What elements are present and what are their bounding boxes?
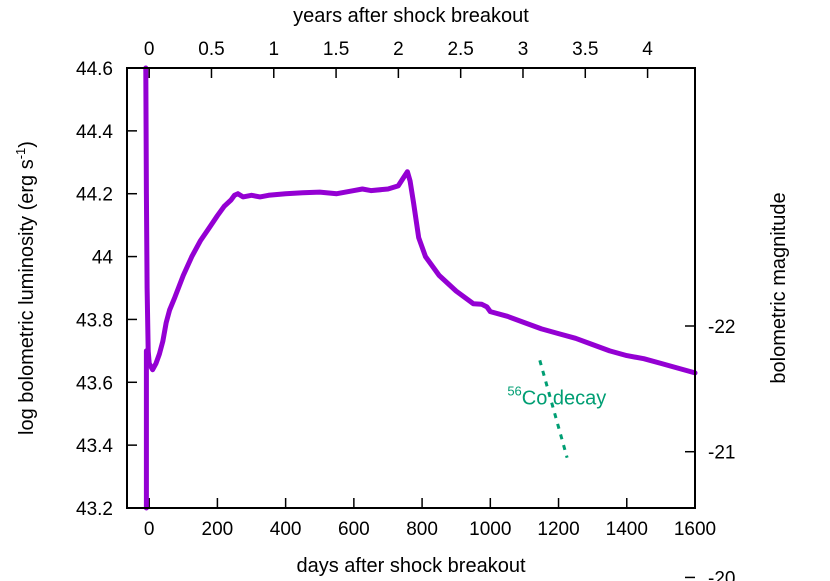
x-tick-label: 600 bbox=[338, 519, 370, 540]
y-tick-label: 43.2 bbox=[76, 499, 113, 520]
x2-tick-label: 4 bbox=[642, 39, 653, 60]
x2-tick-label: 2 bbox=[393, 39, 404, 60]
series-lines bbox=[143, 65, 698, 511]
y2-tick-label: -20 bbox=[708, 568, 735, 581]
x2-tick-label: 3 bbox=[518, 39, 529, 60]
x-axis-title: days after shock breakout bbox=[296, 555, 525, 577]
y-tick-label: 43.6 bbox=[76, 373, 113, 394]
y-axis-title-close: ) bbox=[16, 141, 38, 148]
x2-tick-label: 3.5 bbox=[572, 39, 598, 60]
y2-axis-title: bolometric magnitude bbox=[768, 192, 790, 383]
x-tick-label: 0 bbox=[144, 519, 155, 540]
x-tick-label: 1600 bbox=[674, 519, 716, 540]
y-tick-label: 44.2 bbox=[76, 185, 113, 206]
x-tick-label: 200 bbox=[202, 519, 234, 540]
x2-tick-label: 1 bbox=[268, 39, 279, 60]
y-tick-label: 44.4 bbox=[76, 122, 113, 143]
co-decay-label-text: Co decay bbox=[522, 387, 607, 409]
tick-marks bbox=[127, 67, 696, 579]
tick-labels: 0 200 400 600 800 1000 1200 1400 1600 0 0.5 1 1.5 2 2.… bbox=[76, 39, 735, 581]
x-tick-label: 1000 bbox=[469, 519, 511, 540]
y-tick-label: 44 bbox=[92, 248, 114, 269]
y-tick-label: 43.8 bbox=[76, 310, 113, 331]
x2-tick-label: 0.5 bbox=[198, 39, 224, 60]
x-tick-label: 1400 bbox=[606, 519, 648, 540]
y-axis-title: log bolometric luminosity (erg s-1) bbox=[13, 141, 38, 435]
x-tick-label: 400 bbox=[270, 519, 302, 540]
co-decay-label-sup: 56 bbox=[507, 383, 521, 398]
x2-tick-label: 0 bbox=[144, 39, 155, 60]
x-tick-label: 1200 bbox=[537, 519, 579, 540]
y-tick-label: 43.4 bbox=[76, 436, 113, 457]
x2-tick-label: 1.5 bbox=[323, 39, 349, 60]
x-tick-label: 800 bbox=[406, 519, 438, 540]
y2-tick-label: -21 bbox=[708, 443, 735, 464]
y-tick-label: 44.6 bbox=[76, 59, 113, 80]
x2-axis-title: years after shock breakout bbox=[293, 5, 529, 27]
y-axis-title-main: log bolometric luminosity (erg s bbox=[16, 159, 38, 435]
x2-tick-label: 2.5 bbox=[447, 39, 473, 60]
plot-frame bbox=[126, 67, 696, 509]
y2-tick-label: -22 bbox=[708, 317, 735, 338]
co-decay-label: 56Co decay bbox=[507, 383, 606, 409]
y-axis-title-sup: -1 bbox=[13, 148, 28, 160]
luminosity-series-line-0 bbox=[143, 65, 698, 376]
